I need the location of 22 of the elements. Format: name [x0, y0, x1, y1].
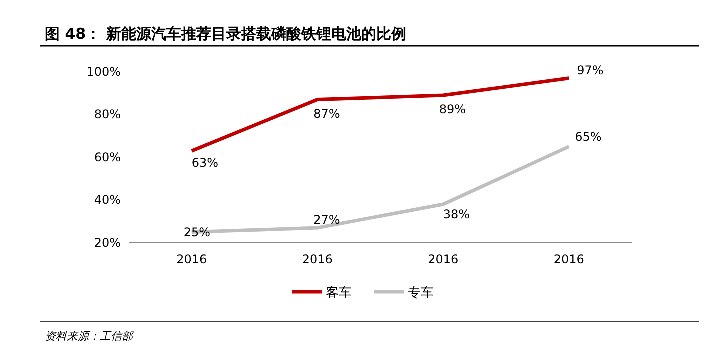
- data-label: 87%: [314, 106, 340, 121]
- data-label: 89%: [439, 102, 466, 117]
- data-label: 63%: [192, 156, 219, 170]
- text: 资料来源：工信部: [45, 330, 135, 343]
- y-tick-label: 20%: [94, 236, 121, 250]
- chart-title: 图 48： 新能源汽车推荐目录搭载磷酸铁锂电池的比例: [45, 25, 406, 43]
- y-tick-label: 80%: [94, 108, 121, 122]
- data-label: 65%: [575, 130, 602, 144]
- data-label: 97%: [577, 63, 604, 78]
- x-tick-label: 2016: [428, 252, 459, 267]
- y-tick-label: 40%: [94, 193, 121, 208]
- data-label: 27%: [314, 213, 340, 228]
- y-tick-label: 100%: [86, 64, 121, 79]
- data-label: 38%: [443, 208, 470, 222]
- line-series: [190, 76, 571, 153]
- x-tick-label: 2016: [176, 252, 208, 267]
- x-tick-label: 2016: [554, 252, 584, 267]
- y-tick-label: 60%: [94, 150, 121, 164]
- legend-label: 专车: [408, 286, 434, 301]
- x-tick-label: 2016: [302, 252, 333, 267]
- data-label: 25%: [184, 225, 211, 240]
- legend-label: 客车: [326, 285, 352, 301]
